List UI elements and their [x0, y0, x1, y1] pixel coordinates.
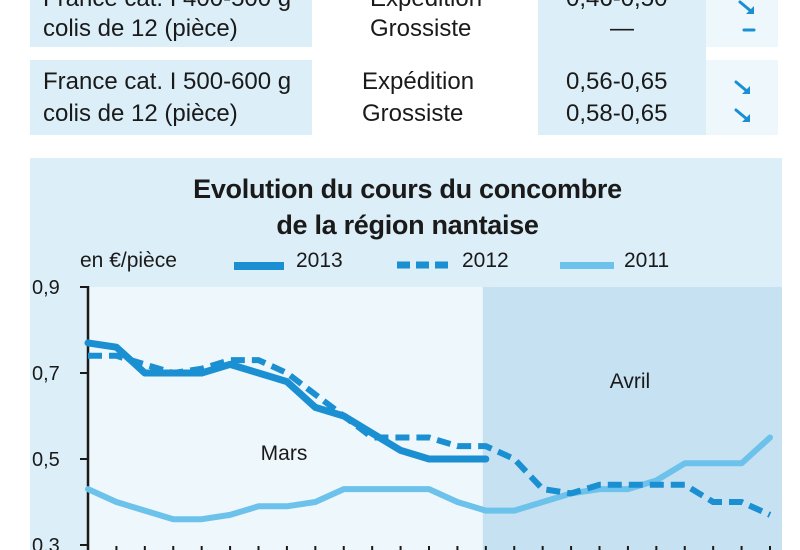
line-chart: Mars Avril 0,3 0,5 0,7 0,9 — [30, 158, 782, 550]
trend-down-icon — [734, 108, 750, 122]
table-cell-bg — [30, 60, 312, 135]
legend-swatch-2012 — [397, 261, 449, 269]
market-stage: Expédition — [370, 0, 482, 15]
period-label-mars: Mars — [261, 442, 308, 465]
y-tick-label: 0,7 — [32, 363, 60, 385]
price-range: 0,46-0,50 — [566, 0, 667, 15]
price-range: 0,56-0,65 — [566, 68, 668, 95]
chart-subtitle: de la région nantaise — [276, 210, 539, 240]
product-packaging: colis de 12 (pièce) — [43, 15, 238, 42]
y-axis-unit: en €/pièce — [80, 249, 177, 272]
table-price-column-bg — [538, 0, 706, 135]
period-label-avril: Avril — [610, 370, 650, 393]
price-table: France cat. I 400-500 g colis de 12 (piè… — [0, 0, 800, 150]
legend-swatch-2013 — [234, 262, 284, 270]
price-range: 0,58-0,65 — [566, 100, 668, 127]
chart-title: Evolution du cours du concombre — [193, 174, 622, 204]
legend-label-2012: 2012 — [462, 249, 509, 272]
legend-label-2013: 2013 — [296, 249, 343, 272]
market-stage: Grossiste — [370, 15, 472, 42]
period-band-avril — [482, 287, 782, 550]
market-stage: Expédition — [362, 68, 475, 95]
table-cell-bg — [706, 60, 778, 135]
series-line-2012 — [88, 352, 772, 518]
product-name: France cat. I 500-600 g — [43, 68, 292, 95]
y-tick-label: 0,3 — [32, 535, 60, 550]
market-stage: Grossiste — [362, 100, 464, 127]
product-packaging: colis de 12 (pièce) — [43, 100, 238, 127]
y-tick-label: 0,9 — [32, 277, 60, 299]
legend-label-2011: 2011 — [624, 249, 670, 272]
table-background — [30, 0, 778, 135]
series-line-2011 — [85, 434, 773, 523]
trend-down-icon — [738, 0, 754, 14]
trend-flat-icon — [742, 28, 756, 32]
trend-down-icon — [734, 80, 750, 94]
chart-panel: Mars Avril 0,3 0,5 0,7 0,9 Evolution du cour… — [0, 150, 800, 550]
y-tick-label: 0,5 — [32, 449, 60, 471]
product-name: France cat. I 400-500 g — [43, 0, 291, 15]
series-line-2013 — [84, 339, 490, 463]
price-range: — — [610, 15, 634, 42]
legend-swatch-2011 — [560, 262, 614, 269]
table-cell-bg — [706, 0, 778, 47]
table-cell-bg — [30, 0, 312, 47]
